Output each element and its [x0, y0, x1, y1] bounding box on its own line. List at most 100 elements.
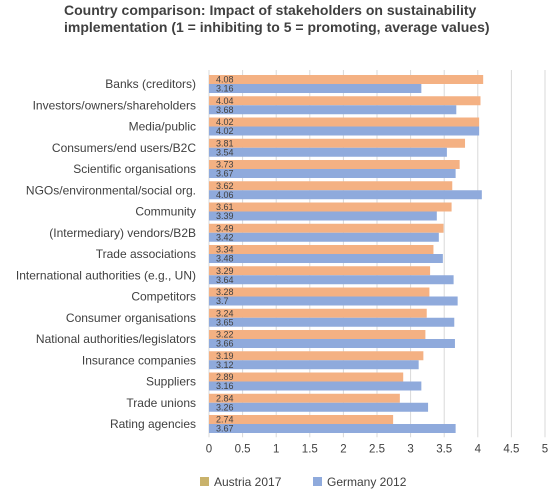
bar-germany-2012 [209, 147, 447, 157]
data-label-austria-2017: 3.24 [216, 308, 234, 318]
bar-austria-2017 [209, 181, 453, 191]
data-label-austria-2017: 3.28 [216, 287, 234, 297]
data-label-germany-2012: 3.26 [216, 402, 234, 412]
bar-germany-2012 [209, 424, 456, 433]
data-label-austria-2017: 2.84 [216, 393, 234, 403]
bar-germany-2012 [209, 211, 437, 221]
bar-germany-2012 [209, 275, 454, 285]
category-label: Media/public [129, 120, 196, 134]
bar-germany-2012 [209, 402, 429, 412]
category-label: Competitors [131, 290, 196, 304]
category-label: Suppliers [146, 375, 196, 389]
category-label: Community [135, 205, 196, 219]
x-tick-label: 2 [340, 443, 346, 455]
data-label-germany-2012: 3.65 [216, 317, 234, 327]
data-label-germany-2012: 3.68 [216, 105, 234, 115]
data-label-austria-2017: 4.04 [216, 96, 234, 106]
bar-austria-2017 [209, 372, 404, 382]
x-tick-label: 0 [206, 443, 212, 455]
data-label-germany-2012: 3.12 [216, 360, 234, 370]
data-label-germany-2012: 3.16 [216, 84, 234, 94]
bar-austria-2017 [209, 393, 400, 403]
data-label-germany-2012: 3.48 [216, 254, 234, 264]
category-label: Consumers/end users/B2C [52, 141, 196, 155]
bars [209, 75, 484, 433]
category-label: (Intermediary) vendors/B2B [49, 226, 196, 240]
bar-germany-2012 [209, 190, 482, 200]
category-label: International authorities (e.g., UN) [16, 268, 196, 282]
bar-germany-2012 [209, 254, 443, 263]
data-label-austria-2017: 2.89 [216, 372, 234, 382]
data-label-germany-2012: 3.64 [216, 275, 234, 285]
data-label-austria-2017: 3.73 [216, 160, 234, 170]
bar-germany-2012 [209, 126, 480, 136]
data-label-austria-2017: 4.02 [216, 117, 234, 127]
bar-austria-2017 [209, 308, 427, 318]
data-label-germany-2012: 3.39 [216, 211, 234, 221]
legend-swatch [200, 477, 209, 486]
data-label-austria-2017: 3.22 [216, 330, 234, 340]
bar-austria-2017 [209, 351, 424, 361]
category-label: Investors/owners/shareholders [33, 98, 196, 112]
data-label-germany-2012: 3.66 [216, 339, 234, 349]
data-label-germany-2012: 3.42 [216, 232, 234, 242]
bar-germany-2012 [209, 232, 439, 242]
x-tick-label: 0.5 [235, 443, 251, 455]
category-label: Rating agencies [110, 417, 196, 431]
data-labels: 4.083.164.043.684.024.023.813.543.733.67… [216, 75, 234, 434]
legend-label: Austria 2017 [214, 475, 282, 489]
bar-austria-2017 [209, 245, 434, 254]
bar-germany-2012 [209, 339, 455, 348]
bar-germany-2012 [209, 317, 455, 327]
data-label-austria-2017: 3.19 [216, 351, 234, 361]
bar-austria-2017 [209, 202, 452, 212]
bar-germany-2012 [209, 105, 457, 115]
legend: Austria 2017 Germany 2012 [200, 475, 407, 489]
data-label-austria-2017: 3.62 [216, 181, 234, 191]
bar-austria-2017 [209, 287, 430, 297]
category-label: Banks (creditors) [105, 77, 196, 91]
data-label-austria-2017: 3.81 [216, 138, 234, 148]
data-label-austria-2017: 3.29 [216, 266, 234, 276]
data-label-germany-2012: 3.7 [216, 296, 229, 306]
category-label: Scientific organisations [73, 162, 196, 176]
bar-germany-2012 [209, 169, 456, 178]
data-label-germany-2012: 4.02 [216, 126, 234, 136]
legend-swatch [313, 477, 322, 486]
category-label: Consumer organisations [66, 311, 196, 325]
bar-germany-2012 [209, 296, 458, 306]
bar-austria-2017 [209, 160, 460, 169]
x-tick-label: 3 [407, 443, 413, 455]
category-label: Insurance companies [82, 353, 196, 367]
x-tick-label: 1 [273, 443, 279, 455]
bar-austria-2017 [209, 75, 484, 84]
bar-germany-2012 [209, 84, 422, 93]
legend-label: Germany 2012 [327, 475, 407, 489]
bar-germany-2012 [209, 381, 422, 391]
bar-austria-2017 [209, 138, 466, 148]
bar-germany-2012 [209, 360, 419, 370]
x-tick-label: 1.5 [302, 443, 318, 455]
bar-austria-2017 [209, 330, 426, 339]
x-axis-tick-labels: 0 0.5 1 1.5 2 2.5 3 3.5 4 4.5 5 [206, 443, 548, 455]
bar-austria-2017 [209, 415, 394, 424]
data-label-austria-2017: 3.61 [216, 202, 234, 212]
data-label-austria-2017: 4.08 [216, 75, 234, 85]
data-label-germany-2012: 3.16 [216, 381, 234, 391]
category-label: Trade associations [96, 247, 196, 261]
bar-austria-2017 [209, 223, 444, 233]
category-label: National authorities/legislators [36, 332, 196, 346]
x-tick-label: 5 [542, 443, 548, 455]
bar-austria-2017 [209, 117, 480, 127]
x-tick-label: 3.5 [436, 443, 452, 455]
data-label-austria-2017: 2.74 [216, 415, 234, 425]
category-label: Trade unions [126, 396, 196, 410]
data-label-germany-2012: 3.54 [216, 147, 234, 157]
x-tick-label: 2.5 [369, 443, 385, 455]
chart-title: Country comparison: Impact of stakeholde… [64, 2, 490, 35]
data-label-austria-2017: 3.49 [216, 223, 234, 233]
data-label-germany-2012: 4.06 [216, 190, 234, 200]
x-tick-label: 4.5 [503, 443, 519, 455]
bar-austria-2017 [209, 96, 481, 106]
